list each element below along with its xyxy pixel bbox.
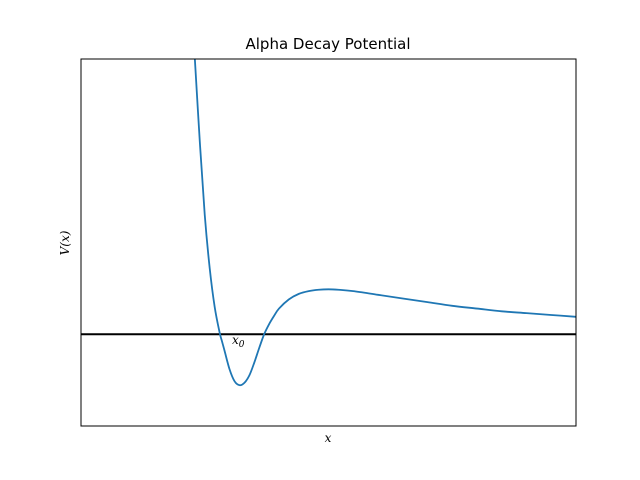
plot-frame xyxy=(80,58,577,427)
potential-curve xyxy=(193,59,576,387)
chart-title: Alpha Decay Potential xyxy=(246,35,411,53)
x0-annotation-subscript: 0 xyxy=(239,340,245,350)
y-axis-label: V(x) xyxy=(58,230,72,255)
x0-annotation: x0 xyxy=(232,333,245,350)
x0-annotation-base: x xyxy=(232,333,239,347)
x-axis-label: x xyxy=(325,431,332,445)
plot-area xyxy=(81,59,576,387)
